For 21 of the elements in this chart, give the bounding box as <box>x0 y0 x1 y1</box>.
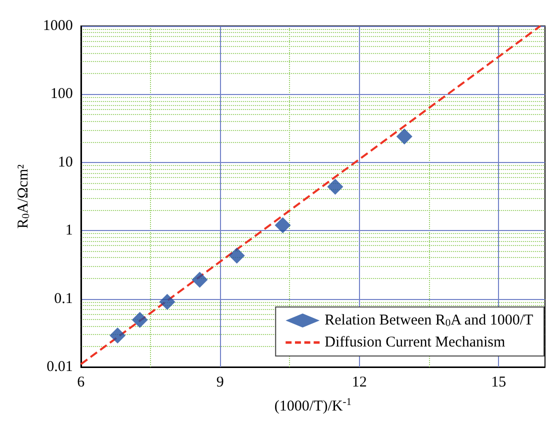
point <box>132 312 148 328</box>
y-tick-label: 1000 <box>42 18 73 34</box>
point <box>159 294 176 310</box>
point <box>228 248 245 264</box>
point <box>274 217 291 234</box>
y-axis-title: R0A/Ωcm² <box>16 164 32 229</box>
legend-label: Relation Between R0A and 1000/T <box>324 312 534 329</box>
y-tick-label: 0.01 <box>46 359 73 375</box>
y-tick-label: 10 <box>58 154 73 170</box>
x-tick-label: 12 <box>352 374 367 390</box>
y-tick-label: 100 <box>50 86 73 102</box>
point <box>396 128 412 144</box>
y-tick-label: 1 <box>65 222 73 239</box>
x-tick-label: 9 <box>216 374 224 390</box>
legend-label: Diffusion Current Mechanism <box>324 334 506 350</box>
y-tick-label: 0.1 <box>54 290 73 307</box>
point <box>110 327 126 344</box>
point <box>192 272 208 288</box>
point <box>327 178 344 195</box>
x-tick-label: 15 <box>491 374 506 390</box>
x-tick-label: 6 <box>77 374 86 390</box>
